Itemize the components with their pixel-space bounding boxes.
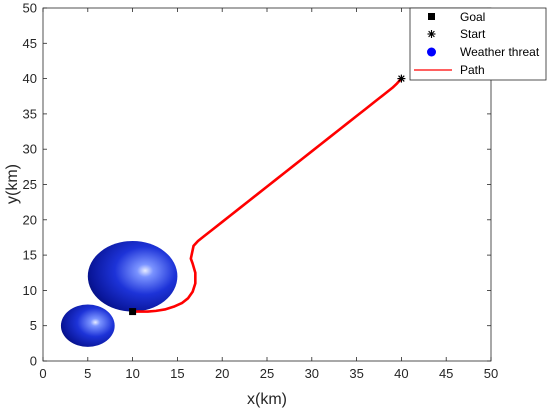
y-tick-label: 40: [23, 71, 37, 86]
weather-threats: [60, 240, 178, 347]
y-tick-label: 50: [23, 1, 37, 16]
y-tick-label: 45: [23, 36, 37, 51]
y-tick-label: 5: [30, 318, 37, 333]
x-axis-label: x(km): [247, 391, 287, 408]
y-tick-label: 30: [23, 142, 37, 157]
legend-start-symbol: [427, 30, 436, 38]
y-axis-ticks: 0 5 10 15 20 25 30 35 40 45 50: [23, 1, 491, 369]
x-tick-label: 5: [84, 366, 91, 381]
legend: Goal Start Weather threat Path: [409, 7, 547, 81]
x-tick-label: 50: [484, 366, 498, 381]
x-tick-label: 15: [170, 366, 184, 381]
y-tick-label: 35: [23, 106, 37, 121]
y-tick-label: 20: [23, 212, 37, 227]
x-tick-label: 45: [439, 366, 453, 381]
legend-goal-symbol: [428, 13, 435, 20]
weather-threat-2: [60, 304, 115, 347]
path-series-line: [131, 77, 403, 313]
start-marker: [397, 74, 406, 83]
y-tick-label: 15: [23, 248, 37, 263]
y-axis-label: y(km): [4, 164, 21, 204]
y-tick-label: 10: [23, 283, 37, 298]
x-tick-label: 35: [349, 366, 363, 381]
legend-weather-threat-symbol: [427, 47, 436, 57]
x-tick-label: 40: [394, 366, 408, 381]
legend-start-label: Start: [460, 27, 486, 41]
start-marker-stroke: [398, 75, 405, 82]
weather-threat-1: [87, 240, 178, 312]
legend-path-label: Path: [460, 63, 485, 77]
x-tick-label: 20: [215, 366, 229, 381]
legend-goal-label: Goal: [460, 10, 485, 24]
x-tick-label: 30: [305, 366, 319, 381]
x-tick-label: 25: [260, 366, 274, 381]
x-tick-label: 10: [125, 366, 139, 381]
x-tick-label: 0: [39, 366, 46, 381]
goal-marker: [129, 308, 137, 316]
x-axis-ticks: 0 5 10 15 20 25 30 35 40 45 50: [39, 8, 498, 381]
legend-weather-threat-label: Weather threat: [460, 45, 540, 59]
y-tick-label: 0: [30, 354, 37, 369]
y-tick-label: 25: [23, 177, 37, 192]
